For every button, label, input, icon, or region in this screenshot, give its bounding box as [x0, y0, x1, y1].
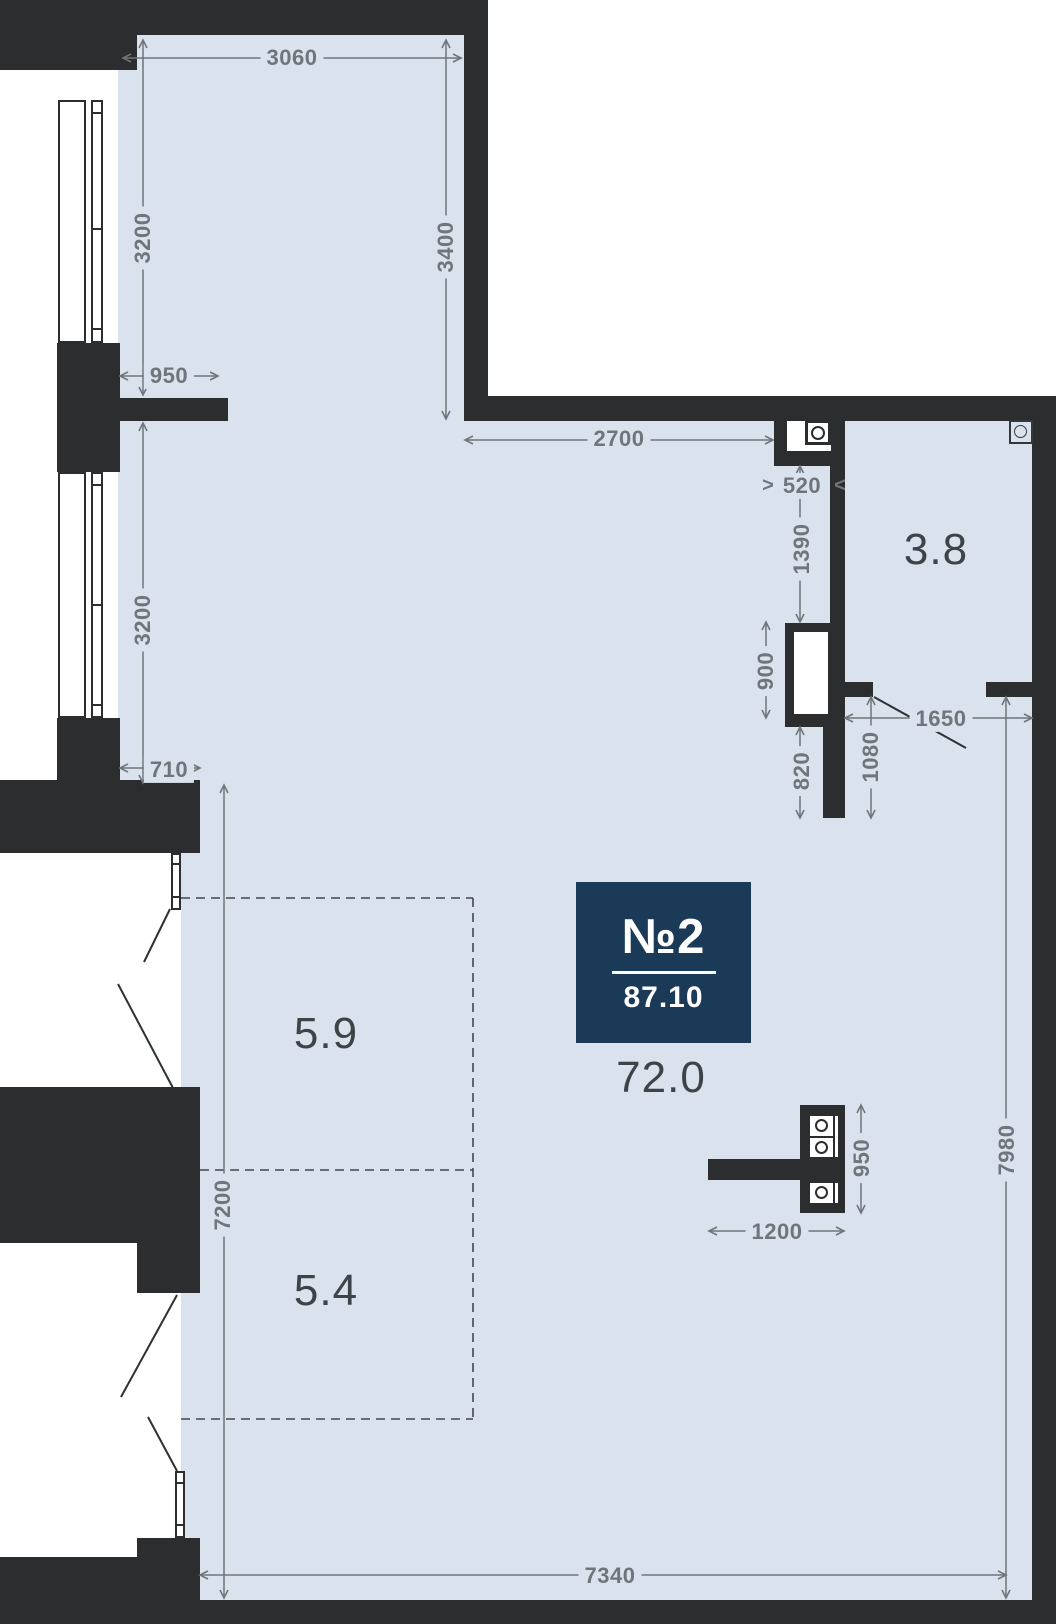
wall-pier-950	[118, 398, 228, 421]
wall-below-niche	[823, 727, 845, 818]
riser-sliver-bottom	[835, 1183, 838, 1203]
riser-pipe-box-2	[810, 1138, 833, 1157]
riser-pipe-box-3	[810, 1183, 833, 1203]
door-2-jamb-tick-top	[175, 1482, 185, 1484]
wall-bottom-band	[200, 1600, 1056, 1624]
dim-arrow-520-right: <	[834, 474, 846, 497]
unit-badge: №2 87.10	[576, 882, 751, 1043]
wall-left-upper	[57, 343, 120, 472]
dim-label-1080: 1080	[857, 725, 885, 789]
dim-label-820: 820	[788, 745, 816, 797]
door-2-jamb-tick-bottom	[175, 1524, 185, 1526]
shaft-niche-opening	[794, 632, 828, 714]
window-2-mullion-top	[91, 484, 103, 486]
dim-label-1650: 1650	[909, 705, 973, 733]
badge-divider	[611, 970, 716, 974]
dim-label-2700: 2700	[587, 425, 651, 453]
window-2-mullion-mid	[91, 604, 103, 606]
door-2-jamb	[175, 1471, 185, 1538]
pipe-circle-icon	[815, 1119, 828, 1132]
dim-label-1390: 1390	[788, 517, 816, 581]
wall-left-mid	[57, 718, 120, 785]
unit-number: №2	[621, 909, 706, 964]
wall-hall-stub-right	[986, 682, 1032, 697]
room-fill-upper	[118, 35, 464, 421]
area-label-zone-lower: 5.4	[293, 1266, 359, 1315]
window-1-rail	[58, 100, 86, 343]
window-1-glazing	[91, 100, 103, 343]
dim-label-7980: 7980	[993, 1118, 1021, 1182]
dim-label-520: 520	[779, 472, 825, 500]
vent-circle-icon	[811, 426, 825, 440]
riser-arm	[708, 1159, 800, 1180]
dim-label-3400: 3400	[432, 215, 460, 279]
wall-right	[1032, 398, 1056, 1624]
wall-main-top	[464, 396, 1056, 421]
wall-shaft-strip	[830, 466, 845, 623]
dim-label-1200: 1200	[745, 1218, 809, 1246]
window-2-mullion-bottom	[91, 704, 103, 706]
window-1-mullion-mid	[91, 228, 103, 230]
area-label-zone-upper: 5.9	[293, 1009, 359, 1058]
window-2-rail	[58, 472, 86, 718]
door-1-swing-line	[143, 908, 171, 963]
door-1-jamb	[171, 853, 181, 910]
wall-top-left-chunk	[0, 0, 137, 70]
unit-total-area: 87.10	[623, 980, 704, 1014]
dim-label-3200-lower: 3200	[129, 588, 157, 652]
riser-sliver-top	[835, 1116, 838, 1157]
door-2-swing-line	[120, 1294, 178, 1398]
window-1-mullion-bottom	[91, 328, 103, 330]
door-1-jamb-tick-bottom	[171, 896, 181, 898]
area-label-living: 72.0	[616, 1053, 706, 1102]
wall-left-block-3	[137, 1243, 200, 1293]
dim-label-7200: 7200	[209, 1173, 237, 1237]
riser-pipe-box-1	[810, 1116, 833, 1136]
dim-label-3200-upper: 3200	[129, 206, 157, 270]
window-2-glazing	[91, 472, 103, 718]
door-1-jamb-tick-top	[171, 863, 181, 865]
hall-vent-circle-icon	[1014, 425, 1027, 438]
dim-label-950-pier: 950	[143, 362, 195, 390]
pipe-circle-icon	[815, 1186, 828, 1199]
wall-left-block-1	[0, 780, 200, 853]
door-1-swing-line	[117, 983, 174, 1089]
dim-label-710: 710	[143, 756, 195, 784]
vent-shaft-icon	[805, 420, 831, 445]
pipe-circle-icon	[815, 1141, 828, 1154]
dim-label-7340: 7340	[578, 1562, 642, 1590]
window-1-mullion-top	[91, 112, 103, 114]
wall-upper-room-right	[464, 0, 488, 396]
hall-vent-icon	[1009, 420, 1033, 444]
dim-label-3060: 3060	[260, 44, 324, 72]
wall-hall-stub-left	[845, 682, 873, 697]
area-label-hall: 3.8	[903, 525, 969, 574]
wall-left-block-2	[0, 1087, 200, 1243]
dim-label-950-riser: 950	[848, 1132, 876, 1184]
dim-label-900: 900	[752, 645, 780, 697]
dim-arrow-520-left: >	[762, 474, 774, 497]
wall-bottom-left-step	[137, 1593, 200, 1624]
door-2-swing-line	[147, 1416, 178, 1472]
